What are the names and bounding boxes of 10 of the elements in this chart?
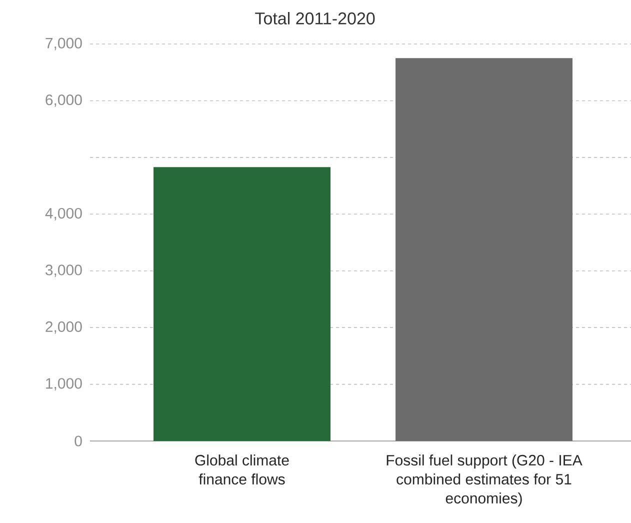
y-tick-label: 0 — [74, 436, 82, 446]
y-tick-label: 6,000 — [46, 94, 82, 107]
y-tick-label: 3,000 — [46, 264, 82, 278]
x-tick-label: Global climate finance flows — [195, 454, 289, 485]
y-tick-label: 2,000 — [46, 321, 82, 334]
y-tick-label: 4,000 — [45, 208, 82, 220]
x-tick-label: Fossil fuel support (G20 - IEA combined estimates for 51 economies) — [386, 454, 582, 507]
y-tick-label: 1,000 — [46, 378, 82, 390]
y-tick-label: 7,000 — [46, 38, 82, 50]
chart-title: Total 2011-2020 — [255, 12, 375, 24]
